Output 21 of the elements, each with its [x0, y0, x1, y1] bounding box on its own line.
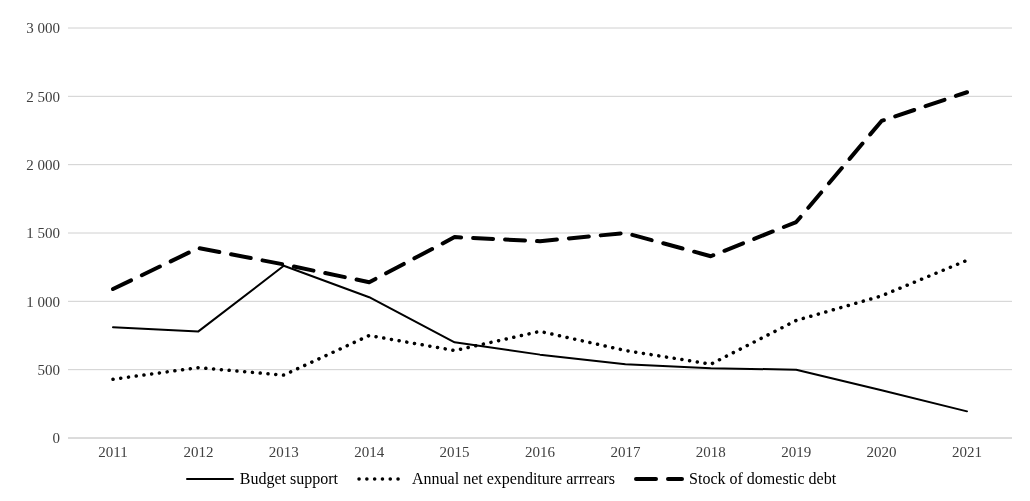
legend-label: Budget support	[238, 470, 339, 488]
x-tick-label: 2016	[525, 443, 556, 460]
x-tick-label: 2015	[439, 443, 470, 460]
x-tick-label: 2018	[695, 443, 726, 460]
x-tick-label: 2012	[183, 443, 214, 460]
x-tick-label: 2019	[781, 443, 812, 460]
legend-label: Annual net expenditure arrrears	[411, 470, 616, 488]
x-tick-label: 2014	[354, 443, 385, 460]
y-tick-label: 2 500	[26, 88, 60, 105]
x-tick-label: 2020	[866, 443, 897, 460]
y-tick-label: 3 000	[26, 20, 60, 37]
y-tick-label: 1 000	[26, 293, 60, 310]
y-tick-label: 500	[37, 361, 60, 378]
x-tick-label: 2011	[98, 443, 128, 460]
x-tick-label: 2017	[610, 443, 641, 460]
y-tick-label: 1 500	[26, 225, 60, 242]
y-tick-label: 2 000	[26, 156, 60, 173]
x-tick-label: 2013	[268, 443, 299, 460]
legend-label: Stock of domestic debt	[688, 470, 837, 488]
x-tick-label: 2021	[952, 443, 982, 460]
y-tick-label: 0	[52, 430, 60, 447]
